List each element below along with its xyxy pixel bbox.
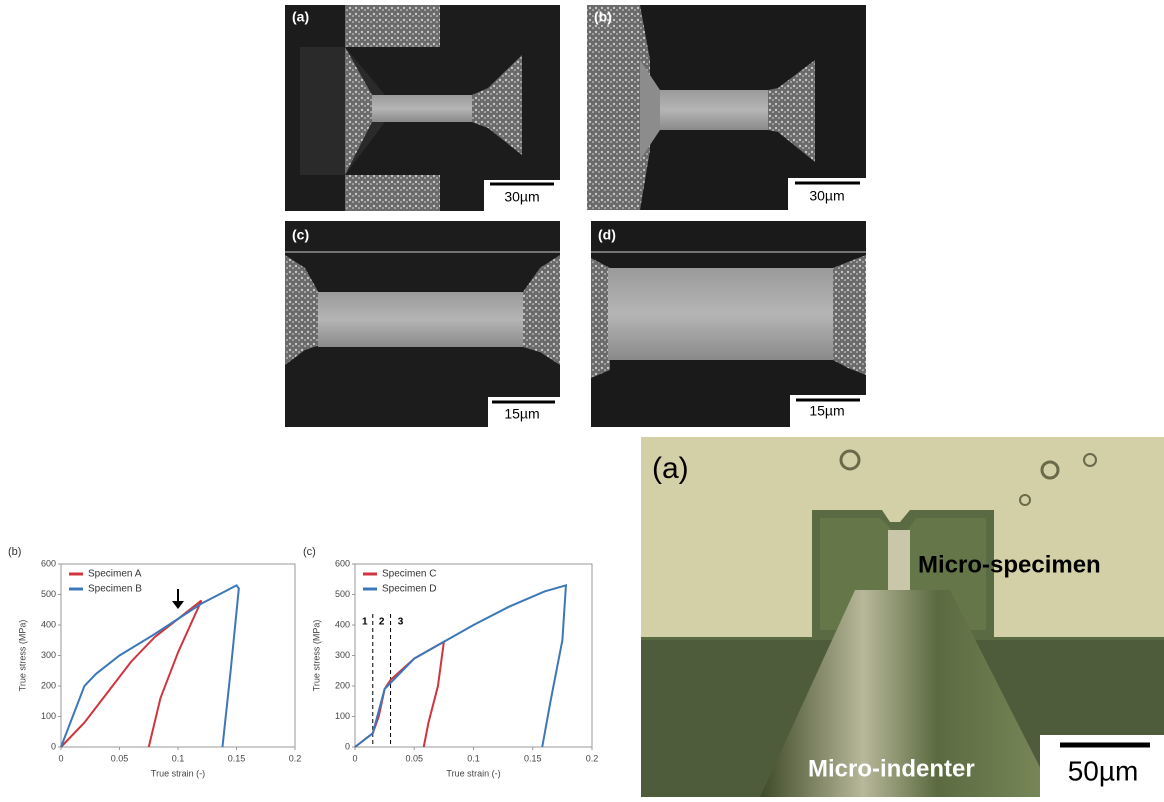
x-tick-label: 0 (352, 753, 357, 763)
series-line (355, 642, 444, 747)
arrow (172, 589, 184, 609)
x-tick-label: 0.15 (524, 753, 542, 763)
sem-panel: (c) 15µm (285, 221, 560, 427)
region-label: 2 (379, 617, 385, 628)
scale-bar-label: 30µm (809, 188, 844, 204)
y-tick-label: 100 (335, 711, 350, 721)
x-tick-label: 0.2 (289, 753, 302, 763)
region-label: 1 (362, 617, 368, 628)
x-tick-label: 0 (58, 753, 63, 763)
x-axis-title: True strain (-) (151, 768, 205, 778)
y-tick-label: 100 (41, 711, 56, 721)
panel-label: (d) (598, 227, 616, 243)
legend-label: Specimen A (88, 569, 142, 580)
figure: (a) 30µm (b) 30µm (c) 15µm (d) 15µm (0, 0, 1164, 797)
y-tick-label: 300 (335, 650, 350, 660)
sem-panel: (b) 30µm (587, 5, 866, 210)
y-tick-label: 500 (335, 589, 350, 599)
series-line (61, 585, 239, 747)
y-tick-label: 300 (41, 650, 56, 660)
legend-label: Specimen C (382, 569, 436, 580)
y-tick-label: 600 (41, 558, 56, 568)
legend-label: Specimen D (382, 584, 436, 595)
sem-panel: (a) 30µm (285, 5, 560, 211)
y-tick-label: 500 (41, 589, 56, 599)
panel-label: (b) (8, 546, 21, 558)
y-tick-label: 0 (51, 741, 56, 751)
y-axis-title: True stress (MPa) (311, 620, 321, 692)
x-tick-label: 0.05 (111, 753, 129, 763)
series-line (355, 585, 566, 747)
scale-bar-label: 15µm (809, 403, 844, 419)
legend-label: Specimen B (88, 584, 142, 595)
scale-bar-label: 50µm (1068, 755, 1139, 786)
scale-bar-label: 30µm (504, 189, 539, 205)
y-tick-label: 200 (335, 680, 350, 690)
y-tick-label: 0 (345, 741, 350, 751)
x-tick-label: 0.1 (467, 753, 480, 763)
x-axis-title: True strain (-) (446, 768, 500, 778)
indenter-label: Micro-indenter (808, 755, 975, 782)
chart: (c) 0 100 200 300 400 500 600 0 0.05 0.1 0.15 0.2 Tru… (303, 546, 598, 778)
y-tick-label: 600 (335, 558, 350, 568)
x-tick-label: 0.15 (228, 753, 246, 763)
scale-bar-label: 15µm (504, 406, 539, 422)
x-tick-label: 0.1 (172, 753, 185, 763)
y-tick-label: 400 (335, 619, 350, 629)
specimen-label: Micro-specimen (918, 551, 1101, 578)
sem-panel: (d) 15µm (591, 221, 866, 427)
y-axis-title: True stress (MPa) (17, 620, 27, 692)
panel-label: (a) (292, 9, 309, 25)
x-tick-label: 0.2 (586, 753, 599, 763)
chart: (b) 0 100 200 300 400 500 600 0 0.05 0.1 0.15 0.2 Tru… (8, 546, 301, 778)
panel-label: (c) (292, 227, 309, 243)
region-label: 3 (398, 617, 404, 628)
panel-label: (b) (594, 9, 612, 25)
y-tick-label: 200 (41, 680, 56, 690)
micrograph: (a) Micro-specimen Micro-indenter 50µm (641, 437, 1164, 797)
y-tick-label: 400 (41, 619, 56, 629)
x-tick-label: 0.05 (405, 753, 423, 763)
panel-label: (c) (303, 546, 316, 558)
micrograph-label: (a) (652, 452, 689, 485)
series-line (61, 601, 201, 747)
